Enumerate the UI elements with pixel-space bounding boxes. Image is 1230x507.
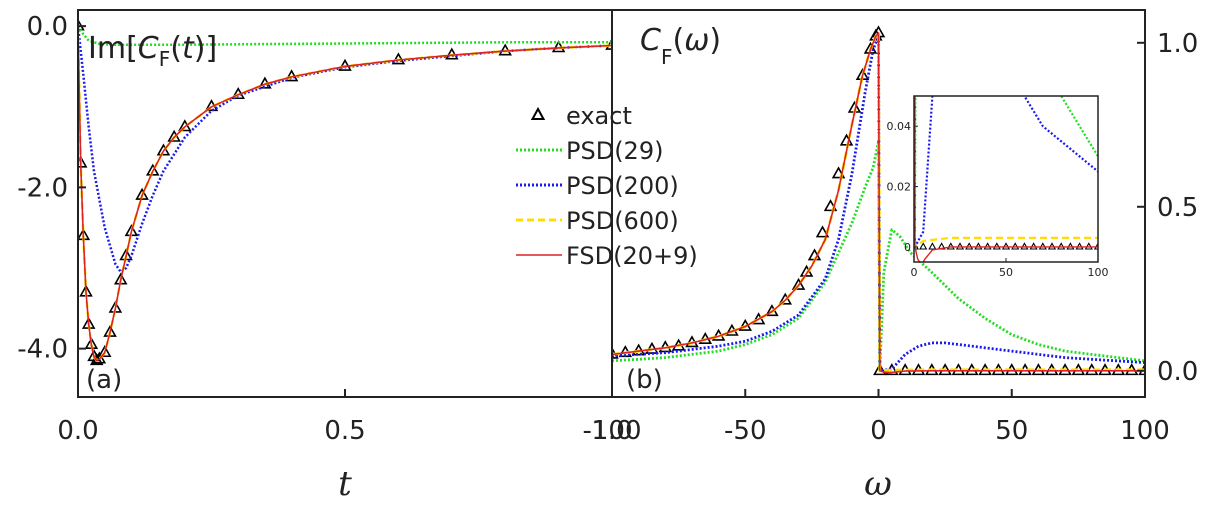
- panel-b-exact-point: [791, 277, 806, 290]
- legend-label-exact: exact: [566, 102, 632, 130]
- legend-entry-psd-29: PSD(29): [516, 137, 663, 165]
- inset-exact-point: [773, 17, 779, 23]
- panel-a-ytick-label: 0.0: [27, 12, 68, 42]
- panel-b-inset: 0 50 100 0 0.02 0.04: [727, 17, 1109, 279]
- legend-label-psd-600: PSD(600): [566, 207, 679, 235]
- panel-a-exact-point: [391, 52, 406, 65]
- panel-a-line-psd-29: [78, 25, 612, 46]
- panel-b-xtick-label: 0: [870, 416, 887, 446]
- legend-entry-fsd-20-9: FSD(20+9): [516, 242, 698, 270]
- panel-a: 0.0 0.5 1.0 0.0 -2.0 -4.0 Im[CF(t)] (a) t: [17, 9, 633, 504]
- panel-a-exact-point: [92, 351, 107, 364]
- panel-b: -100 -50 0 50 100 0.0 0.5 1.0 CF(ω) (b) ω: [582, 9, 1198, 504]
- inset-exact-point: [919, 242, 928, 250]
- panel-a-exact-point: [78, 18, 85, 31]
- panel-b-title: CF(ω): [640, 23, 721, 69]
- panel-a-xlabel: t: [338, 464, 352, 504]
- inset-ytick-label: 0.02: [887, 181, 912, 194]
- panel-b-ytick-label: 1.0: [1157, 29, 1198, 59]
- inset-background: [914, 96, 1098, 262]
- inset-line-psd-200: [914, 96, 1098, 248]
- panel-a-label: (a): [86, 365, 122, 395]
- panel-b-xlabel: ω: [864, 464, 892, 504]
- legend-exact-marker: [530, 106, 546, 120]
- panel-a-exact-point: [156, 143, 171, 156]
- panel-b-exact-point: [815, 225, 830, 238]
- inset-exact-point: [928, 242, 937, 250]
- panel-a-exact-point: [605, 37, 612, 50]
- legend-label-psd-29: PSD(29): [566, 137, 663, 165]
- panel-b-ytick-label: 0.0: [1157, 357, 1198, 387]
- inset-ytick-label: 0: [904, 241, 911, 254]
- panel-b-xtick-label: 100: [1120, 416, 1170, 446]
- legend: exact PSD(29) PSD(200) PSD(600) FSD(20+9): [516, 102, 698, 270]
- panel-a-exact-point: [135, 187, 149, 200]
- inset-frame: [913, 95, 1099, 263]
- legend-entry-exact: exact: [530, 102, 632, 130]
- panel-a-series-exact: [78, 18, 612, 366]
- inset-ytick-label: 0.04: [887, 120, 912, 133]
- inset-exact-point: [736, 77, 742, 83]
- panel-a-xtick-label: 0.0: [57, 416, 98, 446]
- panel-b-line-fsd-20-9: [612, 32, 1145, 374]
- panel-a-ytick-label: -4.0: [17, 335, 68, 365]
- legend-label-psd-200: PSD(200): [566, 172, 679, 200]
- inset-exact-point: [727, 93, 733, 99]
- inset-line-fsd-20-9: [914, 96, 1098, 262]
- panel-a-line-fsd-20-9: [78, 26, 612, 362]
- panel-a-xtick-label: 0.5: [324, 416, 365, 446]
- panel-b-xtick-label: -50: [724, 416, 766, 446]
- panel-b-line-psd-29: [612, 139, 1145, 373]
- panel-a-title: Im[CF(t)]: [88, 31, 217, 71]
- panel-a-exact-point: [338, 58, 352, 71]
- inset-xtick-label: 0: [911, 266, 918, 279]
- inset-xtick-label: 50: [999, 266, 1013, 279]
- panel-b-xtick-label: -100: [582, 416, 641, 446]
- legend-label-fsd-20-9: FSD(20+9): [566, 242, 698, 270]
- inset-exact-point: [764, 32, 770, 38]
- panel-b-exact-point: [863, 41, 878, 54]
- legend-entry-psd-600: PSD(600): [516, 207, 679, 235]
- legend-entry-psd-200: PSD(200): [516, 172, 679, 200]
- panel-b-xtick-label: 50: [995, 416, 1028, 446]
- panel-a-ytick-label: -2.0: [17, 173, 68, 203]
- panel-b-exact-point: [831, 166, 846, 179]
- panel-a-exact-point: [145, 163, 160, 176]
- panel-a-line-psd-600: [78, 26, 612, 362]
- inset-exact-point: [754, 47, 760, 53]
- panel-b-ytick-label: 0.5: [1157, 193, 1198, 223]
- panel-a-exact-point: [97, 345, 112, 358]
- panel-b-exact-point: [631, 343, 646, 356]
- inset-xtick-label: 100: [1088, 266, 1109, 279]
- inset-exact-point: [745, 62, 751, 68]
- panel-b-frame: [611, 9, 1146, 398]
- inset-line-psd-600: [914, 96, 1098, 248]
- panel-b-label: (b): [626, 365, 663, 395]
- panel-a-xtick-label: 1.0: [591, 416, 632, 446]
